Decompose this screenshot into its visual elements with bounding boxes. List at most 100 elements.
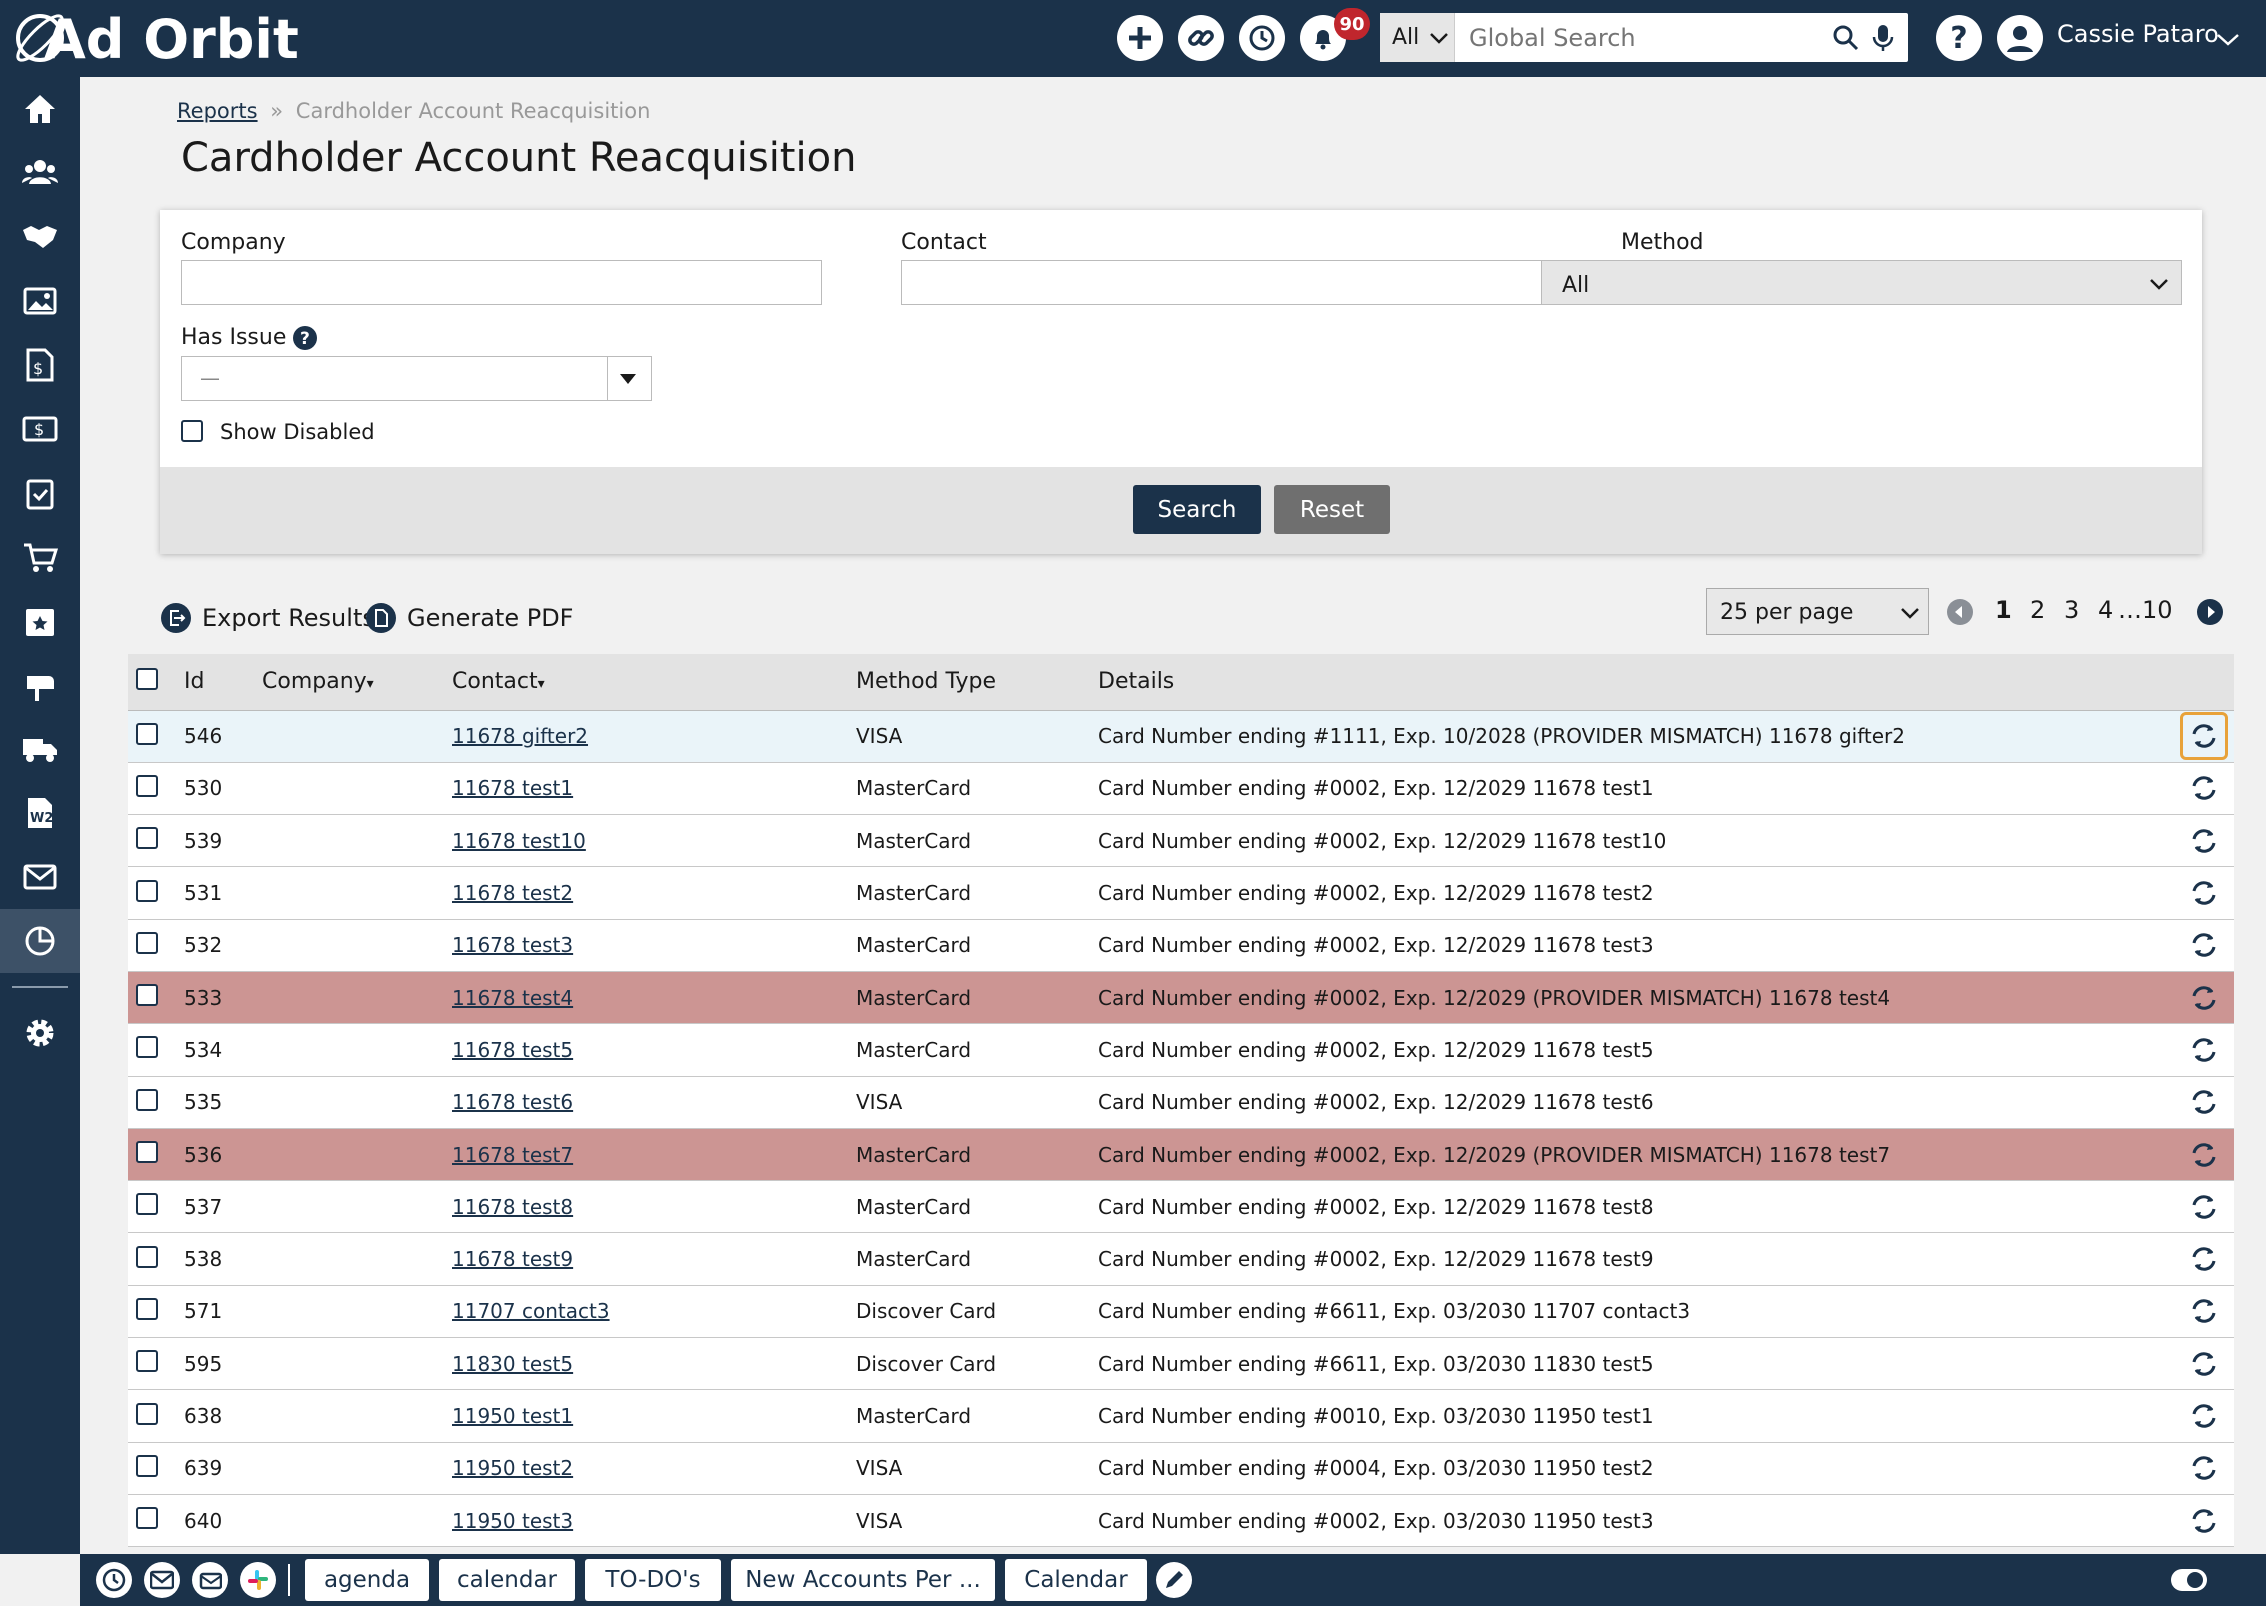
reacquire-button[interactable] — [2180, 1287, 2228, 1335]
reset-button[interactable]: Reset — [1274, 485, 1390, 534]
table-row[interactable]: 531 11678 test2 MasterCard Card Number endi… — [128, 866, 2234, 920]
page-4[interactable]: 4 — [2098, 596, 2114, 624]
help-icon[interactable]: ? — [292, 325, 318, 351]
column-header-id[interactable]: Id — [184, 654, 262, 711]
sidebar-item-w2[interactable]: W2 — [0, 781, 80, 845]
row-checkbox[interactable] — [136, 931, 158, 954]
row-checkbox[interactable] — [136, 1350, 158, 1373]
search-scope-select[interactable]: All — [1380, 13, 1455, 62]
sidebar-item-media[interactable] — [0, 269, 80, 333]
row-contact-link[interactable]: 11678 test3 — [452, 933, 574, 958]
reacquire-button[interactable] — [2180, 764, 2228, 812]
row-checkbox[interactable] — [136, 1036, 158, 1059]
add-button[interactable] — [1117, 15, 1163, 61]
row-checkbox[interactable] — [136, 1141, 158, 1164]
row-contact-link[interactable]: 11950 test3 — [452, 1508, 574, 1533]
method-select[interactable]: All — [1541, 260, 2182, 305]
row-contact-link[interactable]: 11950 test1 — [452, 1404, 574, 1428]
reacquire-button[interactable] — [2180, 869, 2228, 917]
per-page-select[interactable]: 25 per page — [1706, 588, 1929, 635]
row-checkbox[interactable] — [136, 1088, 158, 1111]
page-3[interactable]: 3 — [2064, 596, 2080, 624]
prev-page-icon[interactable] — [1946, 598, 1974, 626]
global-search-input[interactable] — [1455, 23, 1832, 52]
sidebar-item-mailbox[interactable] — [0, 653, 80, 717]
table-row[interactable]: 571 11707 contact3 Discover Card Card Numbe… — [128, 1285, 2234, 1339]
next-page-icon[interactable] — [2196, 598, 2224, 626]
row-checkbox[interactable] — [136, 879, 158, 902]
row-contact-link[interactable]: 11678 test9 — [452, 1247, 574, 1272]
reacquire-button[interactable] — [2180, 1444, 2228, 1492]
sidebar-item-home[interactable] — [0, 77, 80, 141]
page-2[interactable]: 2 — [2030, 596, 2046, 624]
row-contact-link[interactable]: 11678 test5 — [452, 1037, 574, 1062]
row-contact-link[interactable]: 11950 test2 — [452, 1456, 574, 1481]
company-input[interactable] — [181, 260, 822, 305]
chevron-down-icon[interactable] — [2216, 32, 2240, 48]
export-results-link[interactable]: Export Results — [160, 602, 375, 634]
breadcrumb-reports-link[interactable]: Reports — [177, 99, 258, 123]
row-checkbox[interactable] — [136, 1193, 158, 1216]
row-checkbox[interactable] — [136, 1245, 158, 1268]
bottom-tab-agenda[interactable]: agenda — [305, 1559, 429, 1601]
sidebar-item-payments[interactable]: $ — [0, 397, 80, 461]
row-checkbox[interactable] — [136, 1297, 158, 1320]
reacquire-button[interactable] — [2180, 921, 2228, 969]
table-row[interactable]: 530 11678 test1 MasterCard Card Number endi… — [128, 762, 2234, 816]
row-checkbox[interactable] — [136, 1402, 158, 1425]
bottom-messages-button[interactable] — [192, 1562, 228, 1598]
has-issue-select[interactable]: — — [181, 356, 652, 401]
table-row[interactable]: 639 11950 test2 VISA Card Number ending #00… — [128, 1442, 2234, 1495]
row-checkbox[interactable] — [136, 827, 158, 850]
microphone-icon[interactable] — [1872, 23, 1894, 53]
search-button[interactable]: Search — [1133, 485, 1261, 534]
bottom-tab-todos[interactable]: TO-DO's — [585, 1559, 721, 1601]
table-row[interactable]: 536 11678 test7 MasterCard Card Number endi… — [128, 1128, 2234, 1182]
table-row[interactable]: 537 11678 test8 MasterCard Card Number endi… — [128, 1180, 2234, 1234]
row-contact-link[interactable]: 11707 contact3 — [452, 1299, 610, 1324]
table-row[interactable]: 546 11678 gifter2 VISA Card Number ending #… — [128, 710, 2234, 763]
table-row[interactable]: 640 11950 test3 VISA Card Number ending #00… — [128, 1494, 2234, 1548]
row-checkbox[interactable] — [136, 774, 158, 797]
sidebar-item-invoices[interactable]: $ — [0, 333, 80, 397]
row-checkbox[interactable] — [136, 984, 158, 1007]
reacquire-button[interactable] — [2180, 1392, 2228, 1440]
reacquire-button[interactable] — [2180, 1078, 2228, 1126]
generate-pdf-link[interactable]: Generate PDF — [365, 602, 573, 634]
sidebar-item-delivery[interactable] — [0, 717, 80, 781]
reacquire-button[interactable] — [2180, 1131, 2228, 1179]
table-row[interactable]: 638 11950 test1 MasterCard Card Number endi… — [128, 1389, 2234, 1443]
page-10[interactable]: 10 — [2142, 596, 2173, 624]
reacquire-button[interactable] — [2180, 974, 2228, 1022]
contact-input[interactable] — [901, 260, 1542, 305]
search-icon[interactable] — [1832, 24, 1860, 52]
row-contact-link[interactable]: 11678 test10 — [452, 828, 586, 853]
column-header-contact[interactable]: Contact▾ — [452, 654, 856, 711]
reacquire-button[interactable] — [2180, 1497, 2228, 1545]
reacquire-button[interactable] — [2180, 817, 2228, 865]
show-disabled-checkbox[interactable] — [181, 420, 203, 442]
bottom-edit-button[interactable] — [1156, 1562, 1192, 1598]
select-all-checkbox[interactable] — [136, 667, 158, 690]
bottom-tab-calendar[interactable]: calendar — [439, 1559, 575, 1601]
row-checkbox[interactable] — [136, 722, 158, 745]
sidebar-item-tasks[interactable] — [0, 461, 80, 525]
bottom-tab-new-accounts[interactable]: New Accounts Per ... — [731, 1559, 995, 1601]
reacquire-button[interactable] — [2180, 1183, 2228, 1231]
table-row[interactable]: 539 11678 test10 MasterCard Card Number end… — [128, 814, 2234, 868]
row-contact-link[interactable]: 11678 gifter2 — [452, 724, 589, 749]
history-button[interactable] — [1239, 15, 1285, 61]
reacquire-button[interactable] — [2180, 712, 2228, 761]
row-contact-link[interactable]: 11678 test7 — [452, 1142, 574, 1167]
toggle-icon[interactable] — [2170, 1566, 2210, 1594]
user-avatar[interactable] — [1997, 15, 2043, 61]
row-checkbox[interactable] — [136, 1454, 158, 1477]
user-name[interactable]: Cassie Pataro — [2057, 20, 2219, 48]
sidebar-item-reports[interactable] — [0, 909, 80, 973]
row-contact-link[interactable]: 11678 test2 — [452, 881, 574, 906]
bottom-mail-button[interactable] — [144, 1562, 180, 1598]
bottom-slack-button[interactable] — [240, 1562, 276, 1598]
links-button[interactable] — [1178, 15, 1224, 61]
row-checkbox[interactable] — [136, 1507, 158, 1530]
bottom-tab-calendar-2[interactable]: Calendar — [1005, 1559, 1147, 1601]
